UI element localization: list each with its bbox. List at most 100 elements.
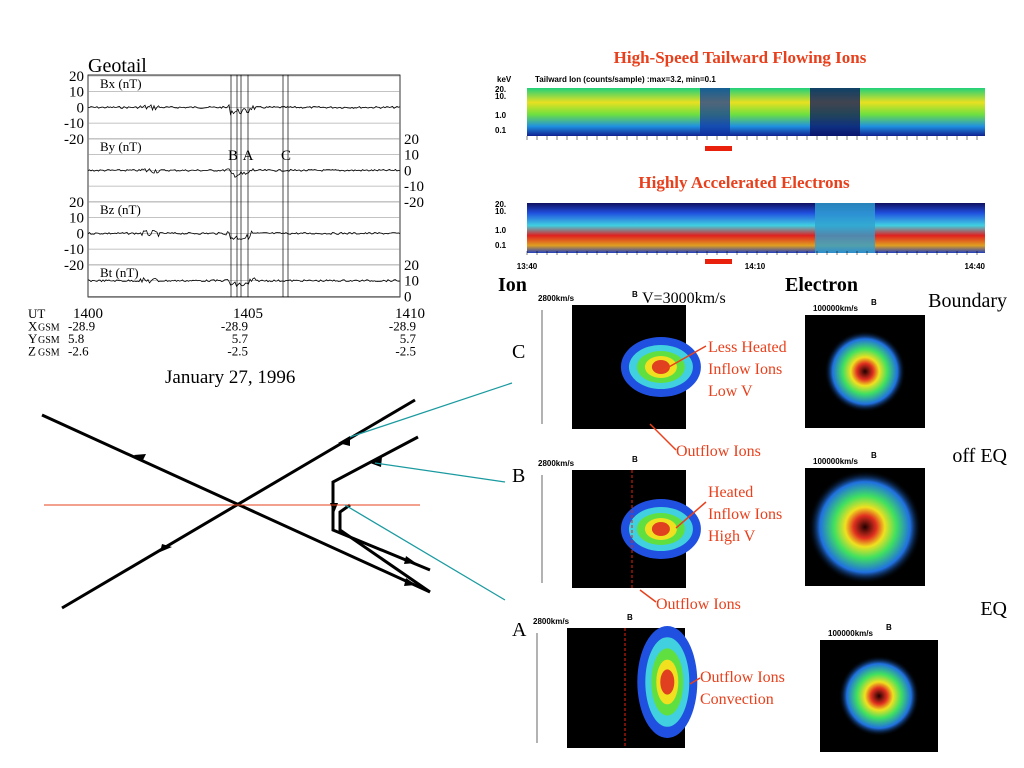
reconnection-diagram	[41, 398, 431, 610]
tick-label: 10	[69, 211, 84, 227]
electron-spectrogram-title: Highly Accelerated Electrons	[638, 173, 850, 192]
tick-label: 0	[77, 226, 85, 242]
energy-tick: 10.	[495, 207, 506, 216]
row-name: UT	[28, 306, 45, 321]
field-label: B	[871, 298, 877, 307]
date: January 27, 1996	[165, 367, 295, 388]
field-label: B	[632, 455, 638, 464]
tick-label: -20	[64, 132, 84, 148]
field-label: B	[627, 613, 633, 622]
interval-bar	[705, 259, 732, 264]
time-label: 14:10	[745, 262, 766, 271]
annotation: Low V	[708, 383, 753, 400]
electron-spectrogram	[527, 203, 985, 253]
unit: keV	[497, 75, 512, 84]
scale-label: 2800km/s	[538, 459, 575, 468]
row-name: Z	[28, 344, 36, 359]
tick-label: 10	[404, 274, 419, 290]
tick-label: -10	[404, 179, 424, 195]
row-label: C	[512, 341, 525, 363]
annotation: High V	[708, 528, 756, 545]
scale-label: 100000km/s	[813, 304, 858, 313]
panel-label: By (nT)	[100, 139, 142, 154]
interval-bar	[705, 146, 732, 151]
tick-label: 10	[404, 148, 419, 164]
field-label: B	[886, 623, 892, 632]
row-label: B	[512, 465, 525, 487]
spectrogram-feature	[810, 88, 860, 136]
ion-subtitle: Tailward Ion (counts/sample) :max=3.2, m…	[535, 75, 716, 84]
time-marker: B	[228, 148, 238, 164]
row-value: -2.5	[395, 344, 416, 359]
electron-header: Electron	[785, 274, 858, 296]
field-label: B	[871, 451, 877, 460]
row-value: 1410	[395, 306, 425, 322]
scale-label: 2800km/s	[538, 294, 575, 303]
annotation: Inflow Ions	[708, 361, 782, 378]
row-value: 1400	[73, 306, 103, 322]
tick-label: -10	[64, 116, 84, 132]
spectrogram-feature	[815, 203, 875, 253]
field-trace	[87, 103, 401, 116]
pointer-lines	[344, 382, 513, 601]
electron-contour	[824, 330, 906, 413]
row-value: -28.9	[68, 319, 95, 334]
tick-label: 10	[69, 85, 84, 101]
tick-label: 20	[69, 195, 84, 211]
annotation: Outflow Ions	[656, 596, 741, 613]
tick-label: 0	[77, 100, 85, 116]
time-marker: C	[281, 148, 291, 164]
annotation: Convection	[700, 691, 774, 708]
energy-tick: 10.	[495, 92, 506, 101]
velocity: V=3000km/s	[642, 290, 726, 307]
ion-contour	[651, 360, 670, 374]
row-value: 5.7	[400, 331, 417, 346]
row-name: X	[28, 319, 38, 334]
tick-label: 0	[404, 289, 412, 305]
spectrogram-feature	[700, 88, 730, 136]
electron-contour	[808, 470, 922, 584]
panel-label: Bz (nT)	[100, 202, 141, 217]
electron-contour	[838, 655, 920, 737]
arrowheads	[134, 436, 416, 586]
row-sub: GSM	[38, 335, 60, 346]
row-value: -2.5	[227, 344, 248, 359]
energy-tick: 0.1	[495, 241, 507, 250]
electron-label: EQ	[980, 598, 1007, 620]
row-value: -28.9	[221, 319, 248, 334]
electron-label: off EQ	[952, 445, 1007, 467]
tick-label: -20	[64, 258, 84, 274]
annotation-arrow	[675, 501, 707, 529]
scale-label: 2800km/s	[533, 617, 570, 626]
tick-label: 20	[404, 258, 419, 274]
annotation: Less Heated	[708, 339, 787, 356]
annotation: Heated	[708, 484, 753, 501]
field-trace	[87, 276, 401, 288]
energy-tick: 20.	[495, 200, 506, 209]
tick-label: 20	[69, 69, 84, 85]
row-value: -28.9	[389, 319, 416, 334]
row-value: 5.8	[68, 331, 84, 346]
ion-contour	[651, 522, 670, 536]
annotation: Outflow Ions	[676, 443, 761, 460]
tick-label: -10	[64, 242, 84, 258]
energy-tick: 0.1	[495, 126, 507, 135]
ion-spectrogram	[527, 88, 985, 136]
ion-contour	[660, 669, 675, 695]
time-label: 13:40	[517, 262, 538, 271]
annotation-arrow	[659, 345, 707, 373]
tick-label: 0	[404, 163, 412, 179]
electron-label: Boundary	[928, 290, 1007, 312]
energy-tick: 20.	[495, 85, 506, 94]
ion-spectrogram-title: High-Speed Tailward Flowing Ions	[614, 48, 867, 67]
tick-label: 20	[404, 132, 419, 148]
scale-label: 100000km/s	[813, 457, 858, 466]
field-trace	[87, 168, 401, 178]
annotation: Inflow Ions	[708, 506, 782, 523]
ion-header: Ion	[498, 274, 527, 296]
row-label: A	[512, 619, 527, 641]
energy-tick: 1.0	[495, 226, 507, 235]
geotail-title: Geotail	[88, 55, 147, 77]
field-trace	[87, 229, 401, 241]
